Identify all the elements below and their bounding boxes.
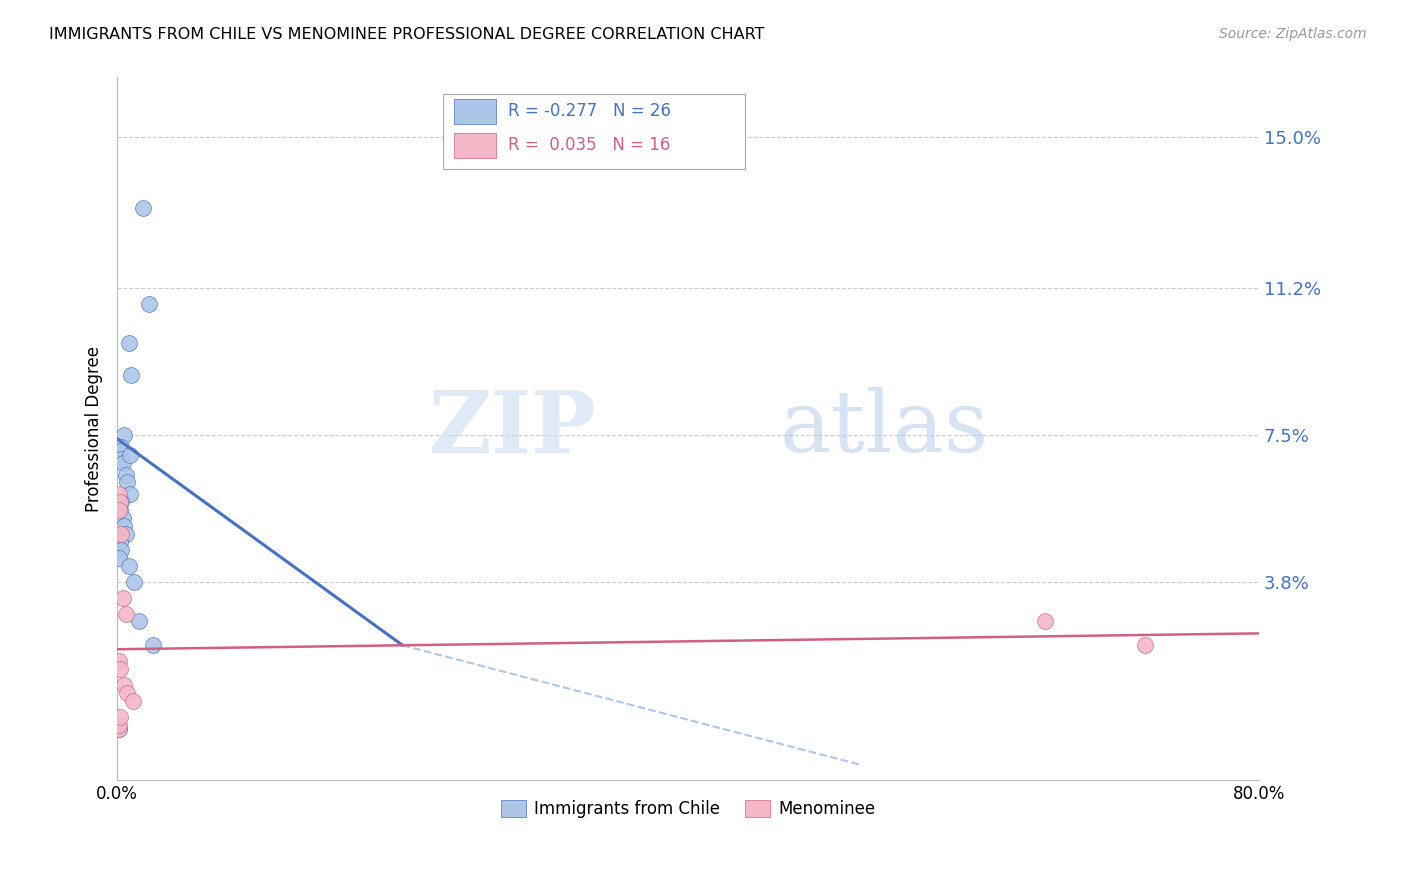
Point (110, 440, 132, 454)
Point (110, 543, 132, 558)
Point (107, 722, 129, 736)
Point (107, 717, 129, 731)
Point (112, 519, 135, 533)
Y-axis label: Professional Degree: Professional Degree (86, 346, 103, 512)
Point (107, 722, 129, 736)
Text: Source: ZipAtlas.com: Source: ZipAtlas.com (1219, 27, 1367, 41)
Point (118, 487, 141, 501)
Point (112, 427, 135, 442)
Point (117, 336, 139, 351)
Point (142, 638, 165, 652)
Point (108, 535, 131, 549)
Text: R =  0.035   N = 16: R = 0.035 N = 16 (508, 136, 669, 154)
Legend: Immigrants from Chile, Menominee: Immigrants from Chile, Menominee (494, 793, 882, 825)
Text: atlas: atlas (779, 387, 988, 470)
Text: IMMIGRANTS FROM CHILE VS MENOMINEE PROFESSIONAL DEGREE CORRELATION CHART: IMMIGRANTS FROM CHILE VS MENOMINEE PROFE… (49, 27, 765, 42)
Point (114, 607, 136, 621)
Point (111, 591, 134, 605)
Point (108, 710, 131, 724)
Point (115, 686, 138, 700)
Point (115, 475, 138, 490)
Point (114, 467, 136, 482)
Point (108, 662, 131, 676)
Point (132, 202, 155, 216)
Point (128, 615, 150, 629)
Point (114, 527, 136, 541)
Point (110, 451, 132, 466)
Point (120, 368, 142, 383)
Point (107, 487, 129, 501)
Text: R = -0.277   N = 26: R = -0.277 N = 26 (508, 103, 671, 120)
Point (118, 448, 141, 462)
Text: ZIP: ZIP (429, 387, 596, 471)
Point (138, 297, 160, 311)
Point (117, 558, 139, 573)
Point (110, 495, 132, 509)
Point (112, 678, 135, 692)
Point (108, 495, 131, 509)
Point (111, 511, 134, 525)
Point (111, 456, 134, 470)
Point (108, 503, 131, 517)
Point (1133, 638, 1156, 652)
Point (107, 550, 129, 565)
Point (107, 654, 129, 668)
Point (122, 694, 145, 708)
Point (108, 443, 131, 458)
Point (107, 503, 129, 517)
Point (110, 527, 132, 541)
Point (124, 574, 146, 589)
Point (1033, 615, 1056, 629)
